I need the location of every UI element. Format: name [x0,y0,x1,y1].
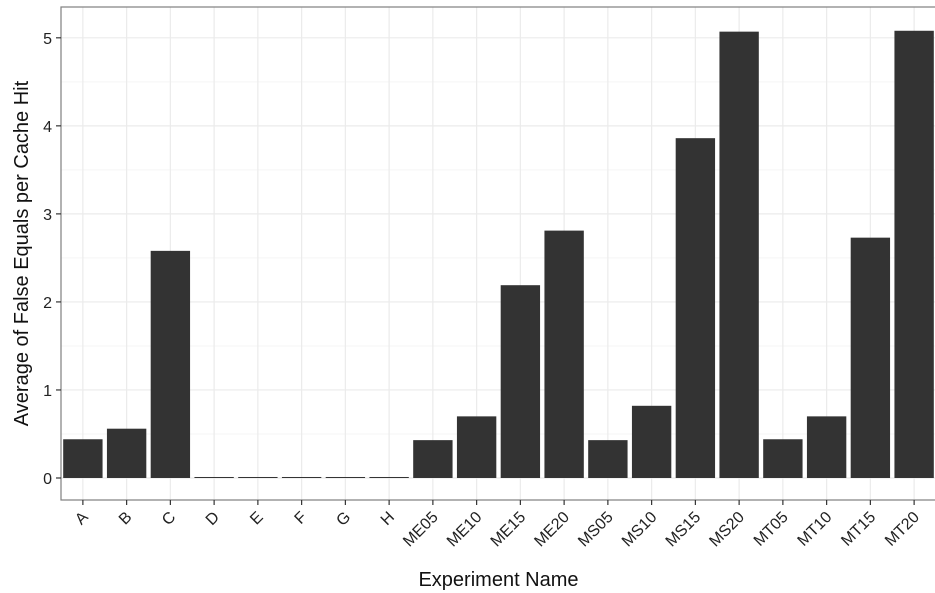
bar-c [150,250,191,478]
bar-f [281,476,322,478]
y-tick-label: 0 [43,471,52,488]
grid-major-lines [61,7,935,500]
bar-d [194,476,234,478]
bar-g [325,476,366,478]
x-tick-label: ME15 [488,509,530,551]
x-tick-label: F [292,509,311,528]
bar-me10 [456,416,497,478]
x-tick-label: D [203,509,223,529]
x-tick-label: MT05 [751,509,792,550]
x-tick-label: MT10 [795,509,836,550]
bar-b [106,428,147,478]
bar-me20 [544,230,584,478]
x-tick-label: ME10 [444,509,486,551]
x-tick-label: ME20 [531,509,573,551]
y-tick-label: 3 [43,207,52,224]
x-tick-label: MS15 [663,509,705,551]
bar-ms10 [631,405,672,478]
y-axis-ticks: 0 1 2 3 4 5 [43,31,61,488]
grid-minor-lines [61,81,935,435]
y-tick-label: 5 [43,31,52,48]
x-axis-ticks: A B C D E F G H ME05 ME10 ME15 ME20 MS05 MS10 MS15 MS20… [72,500,923,550]
bar-a [63,439,103,478]
bar-me05 [413,440,453,478]
y-tick-label: 1 [43,383,52,400]
bar-mt10 [806,416,847,478]
bar-ms15 [675,138,716,478]
bars [63,30,934,478]
x-tick-label: E [247,509,267,529]
x-tick-label: MT15 [838,509,879,550]
y-tick-label: 2 [43,295,52,312]
y-axis-title: Average of False Equals per Cache Hit [11,80,33,426]
bar-e [238,476,278,478]
x-tick-label: MS20 [706,509,748,551]
x-axis-title: Experiment Name [418,569,578,591]
bar-h [369,476,409,478]
x-tick-label: G [333,509,354,530]
bar-ms05 [588,440,628,478]
y-tick-label: 4 [43,119,52,136]
bar-mt20 [894,30,934,478]
bar-me15 [500,285,541,478]
x-tick-label: B [116,509,136,529]
bar-ms20 [719,31,759,478]
x-tick-label: C [159,509,179,529]
x-tick-label: H [378,509,398,529]
x-tick-label: MS05 [575,509,617,551]
x-tick-label: MS10 [619,509,661,551]
x-tick-label: ME05 [400,509,442,551]
x-tick-label: A [72,509,92,529]
panel-border [60,6,935,501]
x-tick-label: MT20 [882,509,923,550]
bar-mt05 [763,439,803,478]
bar-mt15 [850,237,891,478]
